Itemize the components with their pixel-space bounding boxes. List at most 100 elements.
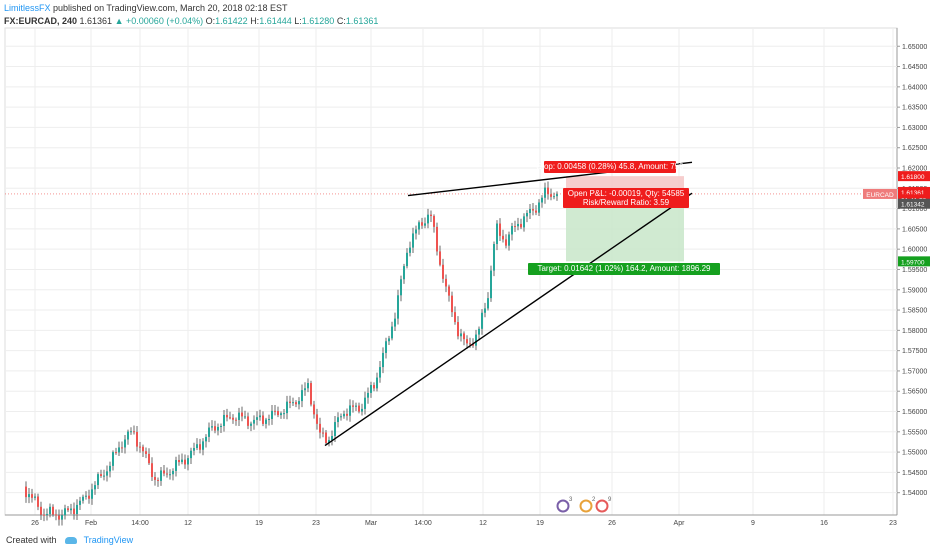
candle[interactable] <box>427 214 429 224</box>
candle[interactable] <box>160 470 162 481</box>
candle[interactable] <box>229 417 231 419</box>
symbol-name[interactable]: FX:EURCAD, 240 <box>4 16 78 26</box>
candle[interactable] <box>433 216 435 227</box>
candle[interactable] <box>220 425 222 427</box>
candle[interactable] <box>193 447 195 451</box>
event-marker-icon[interactable] <box>595 499 609 513</box>
candle[interactable] <box>403 266 405 280</box>
candle[interactable] <box>169 474 171 476</box>
candle[interactable] <box>379 367 381 378</box>
candle[interactable] <box>550 194 552 197</box>
candle[interactable] <box>418 222 420 230</box>
candle[interactable] <box>517 223 519 227</box>
candle[interactable] <box>85 495 87 497</box>
candle[interactable] <box>556 193 558 197</box>
candle[interactable] <box>415 229 417 234</box>
candle[interactable] <box>268 418 270 420</box>
candle[interactable] <box>421 222 423 226</box>
candle[interactable] <box>124 439 126 448</box>
candle[interactable] <box>274 410 276 412</box>
candle[interactable] <box>400 279 402 296</box>
candle[interactable] <box>412 233 414 248</box>
pnl-label-box[interactable] <box>563 188 689 208</box>
candle[interactable] <box>175 460 177 471</box>
candle[interactable] <box>346 413 348 416</box>
candle[interactable] <box>154 476 156 480</box>
candle[interactable] <box>226 414 228 418</box>
candle[interactable] <box>256 417 258 420</box>
candle[interactable] <box>394 318 396 327</box>
trendline-lower[interactable] <box>324 192 693 447</box>
candle[interactable] <box>112 452 114 466</box>
candle[interactable] <box>448 286 450 296</box>
candle[interactable] <box>454 312 456 323</box>
candle[interactable] <box>439 251 441 265</box>
candle[interactable] <box>181 459 183 463</box>
candle[interactable] <box>514 226 516 228</box>
candle[interactable] <box>34 496 36 498</box>
candle[interactable] <box>553 196 555 198</box>
candle[interactable] <box>430 214 432 217</box>
candle[interactable] <box>442 264 444 279</box>
candle[interactable] <box>82 496 84 501</box>
plot-area[interactable] <box>4 27 898 516</box>
candle[interactable] <box>505 239 507 246</box>
candle[interactable] <box>262 415 264 424</box>
candle[interactable] <box>166 473 168 475</box>
candle[interactable] <box>190 450 192 459</box>
candle[interactable] <box>349 405 351 416</box>
author-link[interactable]: LimitlessFX <box>4 3 51 13</box>
candle[interactable] <box>250 423 252 426</box>
candle[interactable] <box>103 475 105 477</box>
candle[interactable] <box>223 414 225 426</box>
candle[interactable] <box>217 426 219 431</box>
candle[interactable] <box>31 494 33 498</box>
candle[interactable] <box>547 187 549 195</box>
candle[interactable] <box>25 486 27 498</box>
candle[interactable] <box>199 444 201 450</box>
candle[interactable] <box>472 344 474 346</box>
candle[interactable] <box>184 459 186 465</box>
candle[interactable] <box>310 383 312 405</box>
candle[interactable] <box>49 506 51 514</box>
candle[interactable] <box>451 295 453 313</box>
candle[interactable] <box>241 412 243 417</box>
candle[interactable] <box>337 417 339 423</box>
candle[interactable] <box>106 471 108 476</box>
tradingview-brand[interactable]: TradingView <box>83 535 134 545</box>
stop-label-box[interactable] <box>544 161 676 173</box>
candle[interactable] <box>280 413 282 416</box>
candle[interactable] <box>94 485 96 490</box>
candle[interactable] <box>43 514 45 516</box>
candle[interactable] <box>331 435 333 441</box>
candle[interactable] <box>373 385 375 389</box>
candle[interactable] <box>214 426 216 431</box>
candle[interactable] <box>295 402 297 405</box>
candle[interactable] <box>211 426 213 428</box>
candle[interactable] <box>544 187 546 198</box>
candle[interactable] <box>271 410 273 419</box>
candle[interactable] <box>496 223 498 245</box>
candle[interactable] <box>208 427 210 437</box>
candle[interactable] <box>541 197 543 203</box>
candle[interactable] <box>187 458 189 465</box>
candle[interactable] <box>247 416 249 426</box>
candle[interactable] <box>232 417 234 420</box>
candle[interactable] <box>358 405 360 412</box>
candle[interactable] <box>526 212 528 217</box>
candle[interactable] <box>502 235 504 240</box>
candle[interactable] <box>133 431 135 433</box>
candle[interactable] <box>253 419 255 424</box>
candle[interactable] <box>238 412 240 420</box>
candle[interactable] <box>532 209 534 211</box>
candle[interactable] <box>391 326 393 339</box>
candle[interactable] <box>127 431 129 440</box>
candle[interactable] <box>316 414 318 424</box>
candle[interactable] <box>265 419 267 424</box>
candle[interactable] <box>283 413 285 415</box>
candle[interactable] <box>382 352 384 368</box>
candle[interactable] <box>499 223 501 236</box>
candle[interactable] <box>163 470 165 474</box>
candle[interactable] <box>508 234 510 246</box>
